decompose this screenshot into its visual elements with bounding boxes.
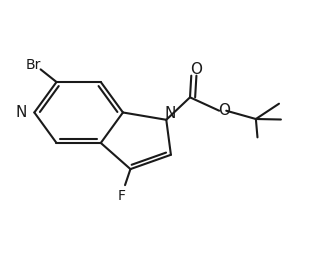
Text: Br: Br bbox=[26, 57, 41, 71]
Text: F: F bbox=[118, 188, 126, 202]
Text: O: O bbox=[218, 103, 230, 118]
Text: N: N bbox=[16, 105, 27, 119]
Text: N: N bbox=[164, 105, 176, 120]
Text: O: O bbox=[190, 62, 203, 77]
